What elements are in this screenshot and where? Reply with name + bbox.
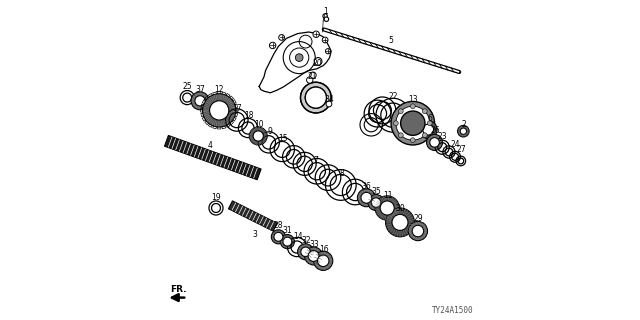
Circle shape: [296, 54, 303, 61]
Circle shape: [274, 232, 283, 241]
Circle shape: [428, 121, 432, 126]
Text: 9: 9: [267, 127, 272, 136]
Text: 28: 28: [274, 221, 283, 230]
Text: 14: 14: [292, 232, 303, 241]
Text: 27: 27: [456, 145, 467, 154]
Circle shape: [310, 72, 316, 78]
Circle shape: [380, 201, 394, 215]
Text: 24: 24: [451, 140, 461, 149]
Circle shape: [308, 251, 319, 261]
Text: 3: 3: [252, 230, 257, 239]
Text: 25: 25: [182, 82, 192, 91]
Circle shape: [394, 121, 398, 126]
Circle shape: [408, 221, 428, 241]
Text: 30: 30: [395, 204, 405, 212]
Text: 19: 19: [211, 193, 221, 202]
Text: 22: 22: [389, 92, 398, 100]
Text: 1: 1: [323, 7, 328, 16]
Circle shape: [460, 128, 467, 134]
Text: 10: 10: [254, 120, 264, 129]
Circle shape: [253, 131, 264, 141]
Circle shape: [399, 133, 403, 138]
Text: 16: 16: [319, 245, 330, 254]
Text: FR.: FR.: [170, 285, 186, 294]
Circle shape: [305, 247, 323, 265]
Circle shape: [313, 31, 319, 37]
Circle shape: [323, 37, 328, 43]
Text: 37: 37: [196, 85, 205, 94]
Text: 6: 6: [428, 114, 433, 123]
Circle shape: [191, 92, 209, 110]
Circle shape: [392, 214, 408, 230]
Circle shape: [269, 42, 276, 49]
Text: 4: 4: [207, 141, 212, 150]
Text: 35: 35: [371, 187, 381, 196]
Circle shape: [195, 96, 205, 106]
Circle shape: [391, 101, 435, 145]
Circle shape: [326, 49, 331, 54]
Circle shape: [250, 127, 268, 145]
Circle shape: [371, 198, 381, 207]
Circle shape: [422, 124, 434, 135]
Circle shape: [368, 195, 384, 211]
Circle shape: [419, 121, 437, 139]
Circle shape: [410, 104, 415, 109]
Circle shape: [422, 109, 427, 114]
Circle shape: [326, 101, 332, 107]
Circle shape: [458, 125, 469, 137]
Text: 17: 17: [232, 104, 243, 113]
Text: 29: 29: [413, 214, 424, 223]
Text: 15: 15: [278, 134, 288, 143]
Circle shape: [271, 230, 285, 244]
Text: 2: 2: [462, 120, 467, 129]
Text: 23: 23: [437, 132, 447, 140]
Circle shape: [357, 189, 375, 207]
Circle shape: [301, 82, 332, 113]
Text: 31: 31: [283, 226, 292, 235]
Text: 12: 12: [214, 85, 224, 94]
Circle shape: [280, 235, 294, 249]
Text: 5: 5: [388, 36, 393, 44]
Circle shape: [298, 244, 314, 260]
Circle shape: [324, 17, 329, 21]
Circle shape: [399, 109, 403, 114]
Circle shape: [385, 208, 415, 237]
Text: 26: 26: [430, 126, 440, 135]
Polygon shape: [228, 201, 277, 231]
Circle shape: [305, 87, 326, 108]
Circle shape: [323, 14, 328, 18]
Text: 13: 13: [408, 95, 419, 104]
Circle shape: [412, 225, 424, 237]
Circle shape: [301, 247, 310, 257]
Circle shape: [314, 251, 333, 270]
Circle shape: [279, 35, 285, 40]
Circle shape: [314, 58, 322, 65]
Circle shape: [427, 134, 443, 150]
Text: 34: 34: [324, 95, 335, 104]
Text: 21: 21: [308, 72, 317, 81]
Circle shape: [317, 255, 329, 267]
Circle shape: [307, 77, 313, 83]
Text: 8: 8: [339, 169, 344, 178]
Circle shape: [283, 237, 292, 246]
Text: 36: 36: [362, 182, 372, 191]
Circle shape: [202, 94, 236, 127]
Circle shape: [210, 101, 229, 120]
Circle shape: [410, 138, 415, 143]
Circle shape: [375, 196, 399, 220]
Polygon shape: [164, 135, 261, 180]
Text: 18: 18: [244, 111, 253, 120]
Circle shape: [361, 192, 372, 203]
Circle shape: [422, 133, 427, 138]
Circle shape: [430, 138, 440, 147]
Circle shape: [396, 106, 430, 140]
Text: 11: 11: [383, 191, 392, 200]
Circle shape: [401, 111, 425, 135]
Text: TY24A1500: TY24A1500: [432, 306, 474, 315]
Text: 7: 7: [314, 156, 319, 164]
Text: 33: 33: [309, 240, 319, 249]
Text: 32: 32: [301, 236, 311, 245]
Text: 20: 20: [313, 59, 323, 68]
